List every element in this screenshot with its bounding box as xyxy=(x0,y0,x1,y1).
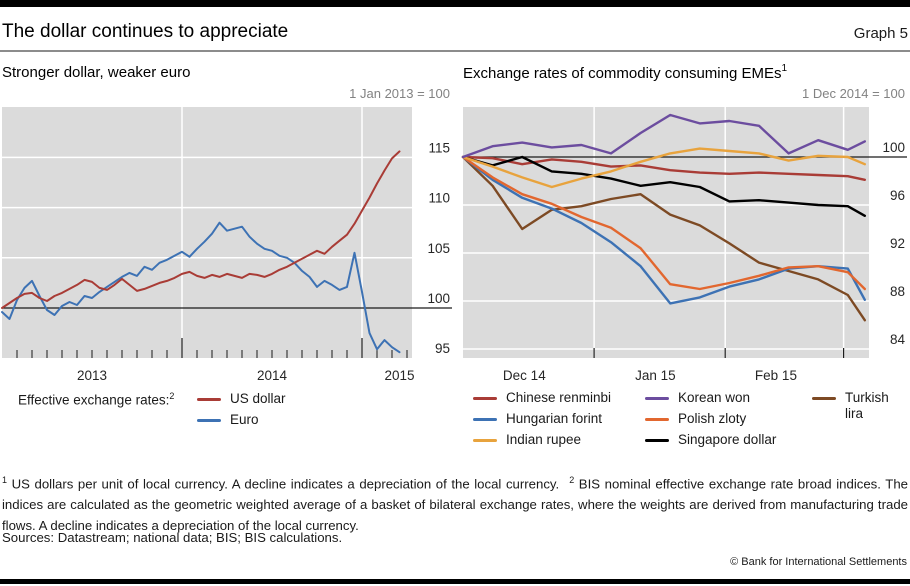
x-axis-label-feb-15: Feb 15 xyxy=(755,368,797,383)
legend-item-label: Indian rupee xyxy=(506,432,582,447)
legend-swatch-icon-indian-rupee xyxy=(473,439,497,443)
footnote-marker-2: 2 xyxy=(569,475,575,486)
x-axis-ticks xyxy=(593,348,845,358)
left-index-note: 1 Jan 2013 = 100 xyxy=(349,86,450,101)
copyright-line: © Bank for International Settlements xyxy=(730,556,907,568)
legend-item-indian-rupee: Indian rupee xyxy=(473,432,581,452)
legend-swatch-icon-us-dollar xyxy=(197,398,221,402)
series-line-turkish-lira xyxy=(461,155,866,322)
series-line-polish-zloty xyxy=(461,155,866,291)
x-axis-label-jan-15: Jan 15 xyxy=(635,368,676,383)
left-panel-subtitle: Stronger dollar, weaker euro xyxy=(2,64,191,81)
series-line-indian-rupee xyxy=(461,147,866,189)
y-axis-label-100: 100 xyxy=(882,140,905,155)
legend-item-label: Polish zloty xyxy=(678,411,747,426)
footnote-marker-1: 1 xyxy=(2,475,8,486)
legend-item-hungarian-forint: Hungarian forint xyxy=(473,411,602,431)
y-axis-label-88: 88 xyxy=(890,284,905,299)
footnote-text-1: US dollars per unit of local currency. A… xyxy=(7,476,560,492)
footnotes: 1 US dollars per unit of local currency.… xyxy=(2,470,908,536)
y-axis-label-84: 84 xyxy=(890,332,906,347)
legend-swatch-icon-singapore-dollar xyxy=(645,439,669,443)
x-axis-label-2013: 2013 xyxy=(77,368,107,383)
y-axis-label-110: 110 xyxy=(428,191,450,206)
right-panel-subtitle: Exchange rates of commodity consuming EM… xyxy=(463,63,788,82)
y-axis-label-92: 92 xyxy=(890,236,905,251)
top-rule-bar xyxy=(0,0,910,7)
x-axis-label-2015: 2015 xyxy=(384,368,414,383)
legend-swatch-icon-korean-won xyxy=(645,397,669,401)
legend-swatch-icon-chinese-renminbi xyxy=(473,397,497,401)
legend-item-label: Turkish lira xyxy=(845,390,889,421)
legend-item-us-dollar: US dollar xyxy=(197,391,286,411)
series-line-us-dollar xyxy=(1,150,401,309)
legend-item-label: Chinese renminbi xyxy=(506,390,612,405)
legend-item-singapore-dollar: Singapore dollar xyxy=(645,432,776,452)
legend-item-turkish-lira: Turkish lira xyxy=(812,390,907,421)
legend-item-label: Euro xyxy=(230,412,259,427)
title-divider xyxy=(0,50,910,52)
legend-item-polish-zloty: Polish zloty xyxy=(645,411,746,431)
legend-item-label: Singapore dollar xyxy=(678,432,777,447)
bottom-rule-bar xyxy=(0,579,910,584)
y-axis-label-105: 105 xyxy=(427,241,450,256)
left-chart: 95 100 105 110 115 2013 2014 2015 xyxy=(1,107,452,383)
legend-swatch-icon-polish-zloty xyxy=(645,418,669,422)
right-chart: 84 88 92 96 100 Dec 14 Jan 15 Feb 15 xyxy=(461,107,907,383)
legend-swatch-icon-euro xyxy=(197,419,221,423)
y-axis-label-115: 115 xyxy=(428,140,450,155)
graph-number-label: Graph 5 xyxy=(853,25,908,42)
gridlines xyxy=(463,107,869,358)
x-axis-ticks xyxy=(16,338,408,358)
page-title: The dollar continues to appreciate xyxy=(2,21,289,42)
x-axis-label-2014: 2014 xyxy=(257,368,288,383)
left-legend-label: Effective exchange rates:2 xyxy=(18,391,175,408)
footnote-text-2: BIS nominal effective exchange rate broa… xyxy=(2,476,908,533)
legend-item-euro: Euro xyxy=(197,412,259,432)
y-axis-label-100: 100 xyxy=(427,291,450,306)
legend-item-label: Korean won xyxy=(678,390,751,405)
series-line-euro xyxy=(1,221,401,354)
series-line-singapore-dollar xyxy=(461,155,866,218)
legend-item-label: US dollar xyxy=(230,391,286,406)
series-line-korean-won xyxy=(461,113,866,159)
gridlines xyxy=(2,107,412,358)
right-panel-subtitle-footnote-ref: 1 xyxy=(781,63,788,74)
legend-item-label: Hungarian forint xyxy=(506,411,603,426)
legend-item-chinese-renminbi: Chinese renminbi xyxy=(473,390,611,410)
sources-line: Sources: Datastream; national data; BIS;… xyxy=(2,530,343,545)
legend-swatch-icon-turkish-lira xyxy=(812,397,836,401)
x-axis-label-dec-14: Dec 14 xyxy=(503,368,546,383)
y-axis-label-96: 96 xyxy=(890,188,905,203)
y-axis-label-95: 95 xyxy=(435,341,450,356)
legend-item-korean-won: Korean won xyxy=(645,390,750,410)
plot-area xyxy=(2,107,412,358)
right-index-note: 1 Dec 2014 = 100 xyxy=(802,86,905,101)
legend-swatch-icon-hungarian-forint xyxy=(473,418,497,422)
